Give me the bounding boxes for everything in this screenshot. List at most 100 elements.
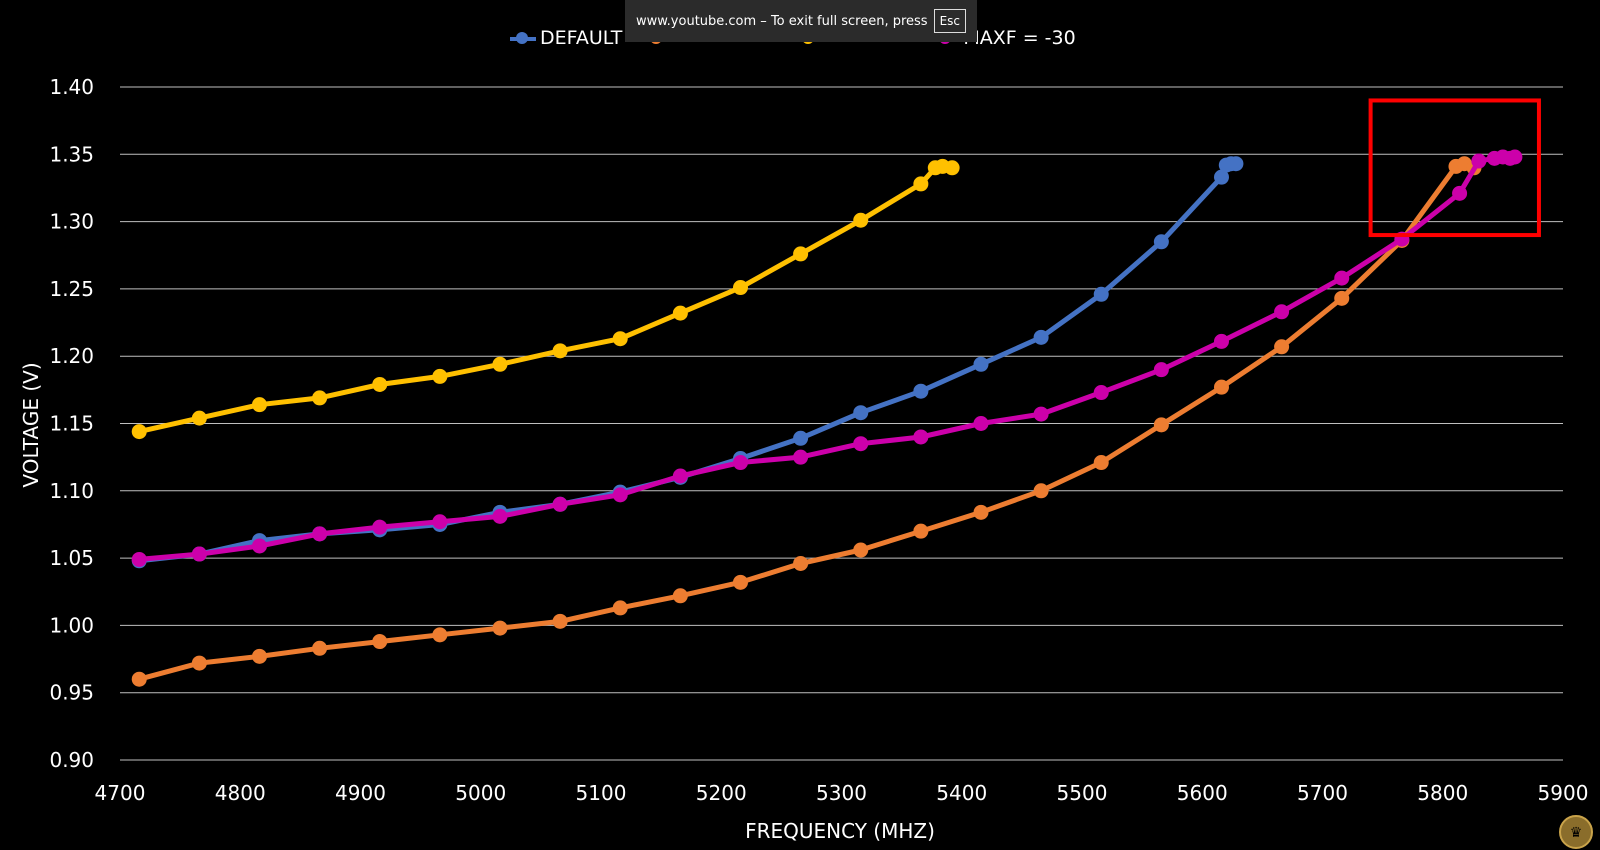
- esc-key-hint[interactable]: Esc: [933, 9, 967, 33]
- x-tick-label: 5700: [1297, 781, 1348, 805]
- x-tick-label: 5100: [576, 781, 627, 805]
- data-point-series-2: [944, 160, 960, 176]
- x-tick-label: 5500: [1057, 781, 1108, 805]
- channel-logo-icon: ♛: [1559, 815, 1593, 849]
- x-axis-label: FREQUENCY (MHZ): [745, 819, 935, 843]
- data-point-series-1: [732, 574, 748, 590]
- fullscreen-message: www.youtube.com – To exit full screen, p…: [635, 13, 928, 29]
- data-point-series-0: [913, 383, 929, 399]
- series-line-2: [136, 163, 955, 435]
- data-point-series-1: [612, 600, 628, 616]
- data-point-series-3: [732, 455, 748, 471]
- series-line-1: [136, 161, 1477, 682]
- y-tick-label: 0.90: [49, 748, 94, 772]
- data-point-series-1: [191, 655, 207, 671]
- x-tick-label: 5200: [696, 781, 747, 805]
- series-line-0: [136, 161, 1239, 564]
- data-point-series-3: [853, 436, 869, 452]
- series-line-3: [136, 154, 1518, 562]
- data-point-series-3: [913, 429, 929, 445]
- data-point-series-1: [131, 671, 147, 687]
- data-point-series-1: [312, 640, 328, 656]
- data-point-series-2: [612, 331, 628, 347]
- data-point-series-1: [1274, 339, 1290, 355]
- data-point-series-3: [672, 468, 688, 484]
- data-point-series-3: [251, 538, 267, 554]
- data-point-series-3: [552, 496, 568, 512]
- data-point-series-2: [312, 390, 328, 406]
- data-point-series-3: [1507, 149, 1523, 165]
- x-tick-label: 5800: [1417, 781, 1468, 805]
- x-tick-label: 4800: [215, 781, 266, 805]
- data-point-series-0: [1228, 156, 1244, 172]
- data-point-series-3: [973, 416, 989, 431]
- x-tick-label: 4900: [335, 781, 386, 805]
- x-tick-label: 4700: [95, 781, 146, 805]
- data-point-series-1: [973, 504, 989, 520]
- data-point-series-2: [732, 280, 748, 296]
- legend-swatch-blue: [510, 32, 536, 44]
- x-tick-label: 5000: [455, 781, 506, 805]
- data-point-series-0: [973, 356, 989, 372]
- y-tick-label: 0.95: [49, 681, 94, 705]
- data-point-series-1: [251, 648, 267, 664]
- data-point-series-2: [492, 356, 508, 372]
- data-point-series-1: [1213, 379, 1229, 395]
- data-point-series-1: [372, 634, 388, 650]
- data-point-series-2: [913, 176, 929, 192]
- data-point-series-1: [793, 555, 809, 571]
- data-point-series-3: [793, 449, 809, 465]
- data-point-series-3: [312, 526, 328, 542]
- data-point-series-0: [853, 405, 869, 421]
- legend-item-default: DEFAULT: [510, 27, 622, 49]
- data-point-series-3: [1093, 385, 1109, 401]
- data-point-series-1: [492, 620, 508, 636]
- data-point-series-2: [672, 305, 688, 321]
- y-tick-label: 1.40: [49, 75, 94, 99]
- data-point-series-2: [793, 246, 809, 262]
- data-point-series-1: [853, 542, 869, 558]
- data-point-series-2: [131, 424, 147, 440]
- data-point-series-1: [913, 523, 929, 539]
- data-point-series-3: [1334, 270, 1350, 286]
- x-tick-label: 5600: [1177, 781, 1228, 805]
- data-point-series-1: [1033, 483, 1049, 499]
- y-tick-label: 1.00: [49, 613, 94, 637]
- data-point-series-1: [552, 613, 568, 629]
- x-tick-label: 5900: [1538, 781, 1589, 805]
- data-point-series-2: [191, 410, 207, 426]
- data-point-series-1: [672, 588, 688, 604]
- data-point-series-3: [432, 514, 448, 530]
- data-point-series-2: [552, 343, 568, 359]
- y-tick-label: 1.15: [49, 412, 94, 436]
- data-point-series-0: [1033, 329, 1049, 345]
- y-tick-label: 1.30: [49, 210, 94, 234]
- y-tick-label: 1.10: [49, 479, 94, 503]
- data-point-series-2: [432, 368, 448, 384]
- data-point-series-3: [1452, 185, 1468, 201]
- data-point-series-1: [432, 627, 448, 643]
- x-tick-label: 5300: [816, 781, 867, 805]
- data-point-series-3: [372, 519, 388, 535]
- y-tick-label: 1.20: [49, 344, 94, 368]
- highlight-box: [1368, 98, 1541, 238]
- data-point-series-3: [612, 487, 628, 503]
- data-point-series-3: [131, 551, 147, 567]
- data-point-series-1: [1153, 417, 1169, 433]
- fullscreen-exit-notice: www.youtube.com – To exit full screen, p…: [625, 0, 977, 42]
- data-point-series-0: [793, 430, 809, 446]
- data-point-series-2: [251, 397, 267, 413]
- data-point-series-2: [853, 212, 869, 228]
- y-tick-label: 1.05: [49, 546, 94, 570]
- y-tick-label: 1.25: [49, 277, 94, 301]
- data-point-series-3: [1213, 333, 1229, 349]
- data-point-series-3: [191, 546, 207, 562]
- y-axis-label: VOLTAGE (V): [19, 362, 43, 487]
- data-point-series-0: [1153, 234, 1169, 250]
- x-tick-label: 5400: [936, 781, 987, 805]
- data-point-series-0: [1093, 286, 1109, 302]
- data-point-series-3: [492, 508, 508, 524]
- data-point-series-0: [1213, 169, 1229, 185]
- data-point-series-3: [1033, 406, 1049, 422]
